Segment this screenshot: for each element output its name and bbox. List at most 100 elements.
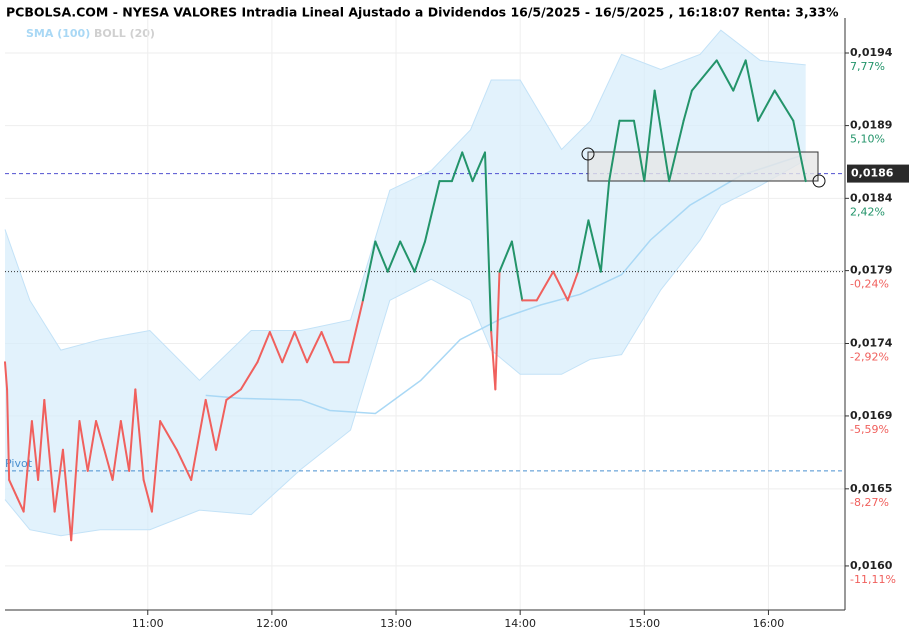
price-segment [732,59,747,92]
x-tick-label: 11:00 [132,617,164,630]
price-segment [792,119,807,183]
price-segment [239,361,259,391]
sma-line [205,154,802,415]
y-tick-label: 0,0165 [850,482,892,495]
y2-tick-label: -5,59% [850,423,889,436]
y2-tick-label: -8,27% [850,496,889,509]
price-segment [552,270,569,302]
x-tick-label: 15:00 [628,617,660,630]
price-segment [386,240,402,273]
x-tick-label: 16:00 [753,617,785,630]
price-segment [643,89,656,183]
price-segment [490,331,497,391]
x-tick-label: 14:00 [504,617,536,630]
price-segment [150,420,162,513]
price-segment [30,420,40,481]
price-segment [471,151,486,183]
price-segment [773,89,795,122]
price-segment [111,420,122,481]
price-segment [281,331,296,364]
price-segment [715,59,735,92]
price-segment [484,151,493,334]
price-segment [134,388,145,481]
price-segment [204,398,218,451]
price-segment [22,420,33,513]
price-segment [535,270,555,302]
boll-lower [4,159,806,537]
legend-sma: SMA (100) [26,27,90,40]
price-segment [4,361,9,391]
y-tick-label: 0,0160 [850,559,893,572]
price-segment [608,119,621,183]
y2-tick-label: 5,10% [850,133,885,146]
price-segment [16,497,25,513]
price-segment [61,448,73,542]
price-segment [37,398,46,481]
y-tick-label: 0,0169 [850,409,892,422]
price-segment [494,270,501,391]
price-segment [70,420,81,542]
price-segment [361,240,377,302]
price-segment [566,270,580,302]
y2-tick-label: -0,24% [850,278,889,291]
price-segment [128,388,137,472]
price-segment [268,331,284,364]
y2-tick-label: 2,42% [850,205,885,218]
y2-tick-label: 7,77% [850,60,885,73]
price-segment [682,89,693,122]
drawn-handle [581,147,595,161]
price-segment [43,398,56,513]
y-tick-label: 0,0179 [850,264,892,277]
price-segment [159,420,178,451]
price-segment [424,180,441,243]
price-segment [293,331,309,364]
y2-tick-label: -11,11% [850,573,896,586]
price-segment [413,240,426,273]
chart-title: PCBOLSA.COM - NYESA VALORES Intradia Lin… [6,5,839,20]
price-segment [399,240,416,273]
price-segment [95,420,106,451]
price-segment [119,420,131,472]
price-segment [320,331,335,364]
price-segment [6,388,11,481]
price-segment [103,448,114,481]
price-segment [175,448,193,481]
price-segment [587,219,602,273]
price-segment [8,478,19,500]
price-badge [847,164,909,183]
price-segment [653,89,671,183]
price-segment [510,240,524,302]
price-segment [78,420,89,472]
price-segment [374,240,389,273]
price-segment [347,299,364,364]
y-tick-label: 0,0189 [850,119,892,132]
price-segment [450,151,464,183]
price-segment [190,398,207,481]
y-tick-label: 0,0194 [850,46,893,59]
y-tick-label: 0,0184 [850,191,893,204]
price-segment [632,119,646,183]
y-tick-label: 0,0174 [850,337,893,350]
price-segment [142,478,153,513]
price-segment [53,448,64,513]
price-segment [577,219,590,273]
price-segment [215,398,228,451]
price-segment [256,331,271,364]
x-tick-label: 13:00 [380,617,412,630]
price-segment [744,59,760,122]
price-segment [757,89,776,122]
price-segment [461,151,474,183]
price-segment [690,59,718,92]
x-tick-label: 12:00 [256,617,288,630]
price-badge-label: 0,0186 [851,167,894,180]
boll-upper [4,29,806,382]
price-segment [668,119,685,183]
drawn-handle [812,174,826,188]
price-segment [86,420,98,472]
level-label: Pivot [5,457,33,470]
price-segment [498,240,513,273]
price-segment [306,331,323,364]
price-segment [599,180,611,273]
